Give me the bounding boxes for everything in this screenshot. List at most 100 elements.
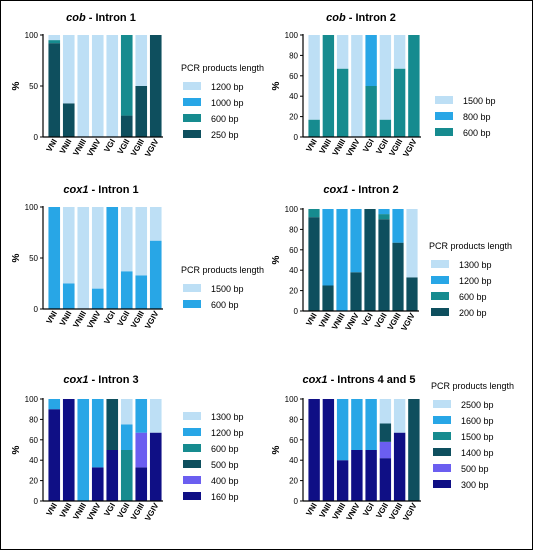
y-tick-label: 0	[294, 307, 299, 316]
legend-label: 160 bp	[211, 492, 239, 502]
y-tick-label: 100	[25, 395, 39, 404]
chart-title-gene: cox1	[63, 184, 88, 196]
chart-title: cob - Intron 1	[66, 12, 136, 24]
chart-title-gene: cox1	[302, 374, 327, 386]
y-axis-label: %	[11, 253, 22, 262]
y-tick-label: 20	[289, 287, 298, 296]
legend-swatch	[183, 412, 201, 420]
bar-segment	[406, 209, 418, 278]
legend: 1500 bp 800 bp 600 bp	[435, 96, 496, 138]
bar-segment	[48, 399, 61, 410]
legend-label: 600 bp	[211, 300, 239, 310]
y-tick-label: 60	[289, 72, 298, 81]
legend-swatch	[433, 464, 451, 472]
bar-segment	[120, 35, 133, 116]
bar-segment	[308, 35, 320, 120]
bar-segment	[120, 399, 133, 425]
legend-label: 1000 bp	[211, 98, 244, 108]
bar-segment	[135, 86, 148, 137]
bar-segment	[379, 119, 392, 137]
bar-segment	[336, 460, 349, 501]
bar-segment	[48, 207, 61, 309]
bar-segment	[91, 399, 104, 468]
legend-swatch	[183, 428, 201, 436]
bar-segment	[91, 35, 104, 137]
legend-label: 300 bp	[461, 480, 489, 490]
y-tick-label: 0	[34, 133, 39, 142]
bar-segment	[379, 441, 392, 459]
bar-segment	[135, 467, 148, 501]
bar-segment	[378, 209, 390, 215]
chart-title: cob - Intron 2	[326, 12, 396, 24]
x-tick-label: VGIV	[401, 501, 419, 523]
chart-title-rest: - Introns 4 and 5	[328, 374, 416, 386]
bar-segment	[379, 423, 392, 442]
legend-label: 1400 bp	[461, 448, 494, 458]
bar-segment	[350, 209, 362, 273]
bar-segment	[120, 424, 133, 450]
x-tick-label: VNIV	[85, 309, 102, 330]
y-tick-label: 40	[289, 266, 298, 275]
y-tick-label: 60	[29, 436, 38, 445]
bar-segment	[365, 399, 377, 450]
bar-segment	[106, 207, 119, 309]
legend-label: 1500 bp	[463, 96, 496, 106]
bar-segment	[379, 35, 392, 120]
chart-title-gene: cob	[326, 12, 346, 24]
legend-heading: PCR products length	[181, 265, 264, 275]
bar-segment	[77, 35, 90, 137]
y-tick-label: 20	[289, 477, 298, 486]
bar-segment	[135, 35, 148, 86]
y-tick-label: 100	[25, 31, 39, 40]
bar-segment	[149, 432, 162, 501]
bar-segment	[379, 399, 392, 424]
chart-title: cox1 - Intron 3	[63, 374, 138, 386]
bar-segment	[322, 35, 335, 137]
y-axis-label: %	[11, 81, 22, 90]
chart-title-gene: cox1	[63, 374, 88, 386]
legend-heading: PCR products length	[181, 63, 264, 73]
legend-swatch	[183, 82, 201, 90]
bar-segment	[135, 207, 148, 276]
bar-segment	[149, 207, 162, 241]
bar-segment	[106, 399, 119, 450]
x-tick-label: VGIV	[143, 137, 161, 159]
x-tick-label: VNIV	[345, 501, 362, 522]
bar-segment	[308, 209, 320, 218]
bar-segment	[120, 207, 133, 272]
bar-segment	[336, 35, 349, 69]
bar-segment	[350, 272, 362, 311]
chart-title-rest: - Intron 1	[86, 12, 136, 24]
bar-segment	[393, 432, 406, 501]
x-tick-label: VNIV	[344, 311, 361, 332]
legend-label: 600 bp	[211, 444, 239, 454]
y-tick-label: 40	[289, 92, 298, 101]
legend-swatch	[433, 400, 451, 408]
y-tick-label: 40	[289, 456, 298, 465]
legend-label: 1300 bp	[459, 260, 492, 270]
legend-swatch	[435, 128, 453, 136]
bar-segment	[322, 399, 335, 501]
legend-label: 250 bp	[211, 130, 239, 140]
legend-swatch	[431, 308, 449, 316]
bar-segment	[149, 35, 162, 137]
y-tick-label: 100	[285, 205, 299, 214]
bar-segment	[91, 288, 104, 309]
legend-label: 1500 bp	[461, 432, 494, 442]
y-tick-label: 50	[29, 254, 38, 263]
legend-label: 1300 bp	[211, 412, 244, 422]
bar-segment	[48, 409, 61, 501]
bar-segment	[62, 207, 75, 284]
bar-segment	[408, 35, 420, 137]
legend-label: 1200 bp	[211, 428, 244, 438]
y-tick-label: 60	[289, 246, 298, 255]
legend-label: 500 bp	[461, 464, 489, 474]
bar-segment	[336, 209, 348, 311]
bar-segment	[62, 103, 75, 137]
y-tick-label: 80	[289, 51, 298, 60]
